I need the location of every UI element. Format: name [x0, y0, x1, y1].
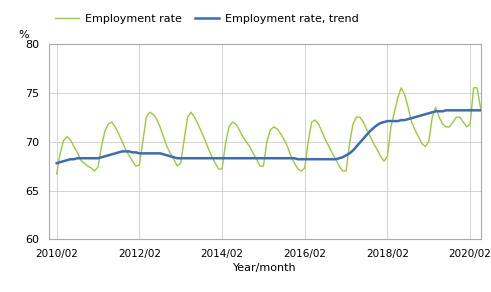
Employment rate, trend	[305, 157, 311, 161]
Employment rate	[422, 145, 428, 148]
Employment rate, trend	[488, 107, 491, 111]
Line: Employment rate, trend: Employment rate, trend	[56, 109, 491, 163]
Employment rate	[54, 172, 59, 176]
Employment rate	[329, 152, 335, 155]
Legend: Employment rate, Employment rate, trend: Employment rate, Employment rate, trend	[55, 14, 358, 24]
Employment rate, trend	[54, 161, 59, 165]
Employment rate, trend	[457, 109, 463, 112]
Employment rate	[461, 120, 466, 124]
Employment rate	[312, 118, 318, 122]
Employment rate	[305, 140, 311, 143]
Employment rate, trend	[312, 157, 318, 161]
X-axis label: Year/month: Year/month	[233, 263, 297, 273]
Employment rate, trend	[75, 157, 81, 160]
Employment rate	[488, 125, 491, 129]
Text: %: %	[19, 30, 29, 40]
Line: Employment rate: Employment rate	[56, 88, 491, 174]
Employment rate, trend	[329, 157, 335, 161]
Employment rate	[75, 151, 81, 154]
Employment rate	[398, 86, 404, 90]
Employment rate, trend	[419, 114, 425, 117]
